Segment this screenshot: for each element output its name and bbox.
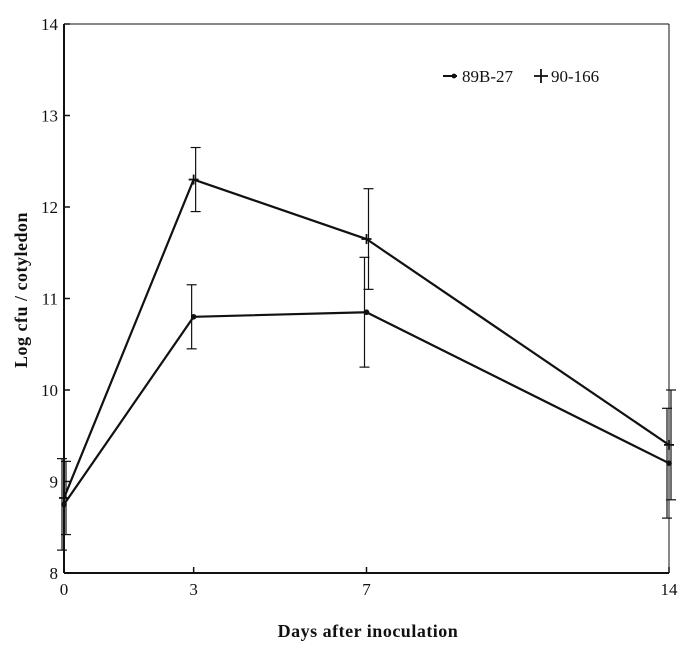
x-tick-label: 14: [661, 580, 679, 599]
series-1: [57, 256, 672, 551]
y-axis: 8 9 10 11 12 13 14: [41, 15, 70, 583]
y-axis-title: Log cfu / cotyledon: [11, 212, 31, 368]
legend-marker-89b-27: [451, 73, 457, 79]
x-tick-label: 0: [60, 580, 69, 599]
y-tick-label: 12: [41, 198, 58, 217]
series-line: [63, 311, 670, 506]
legend-label-90-166: 90-166: [551, 67, 599, 86]
x-tick-label: 7: [362, 580, 371, 599]
series-layer: [57, 146, 676, 551]
data-point: [363, 309, 370, 316]
y-tick-label: 13: [41, 107, 58, 126]
legend-label-89b-27: 89B-27: [462, 67, 514, 86]
x-axis-title: Days after inoculation: [278, 621, 459, 641]
y-tick-label: 9: [50, 473, 59, 492]
x-tick-label: 3: [189, 580, 198, 599]
series-line: [62, 178, 670, 499]
plot-frame: [63, 23, 670, 574]
y-tick-label: 11: [42, 290, 58, 309]
series-2: [59, 146, 676, 536]
legend: 89B-27 90-166: [443, 67, 599, 86]
y-tick-label: 10: [41, 381, 58, 400]
y-tick-label: 8: [50, 564, 59, 583]
y-tick-label: 14: [41, 15, 59, 34]
x-axis: 0 3 7 14: [60, 567, 678, 599]
data-point: [190, 314, 197, 320]
